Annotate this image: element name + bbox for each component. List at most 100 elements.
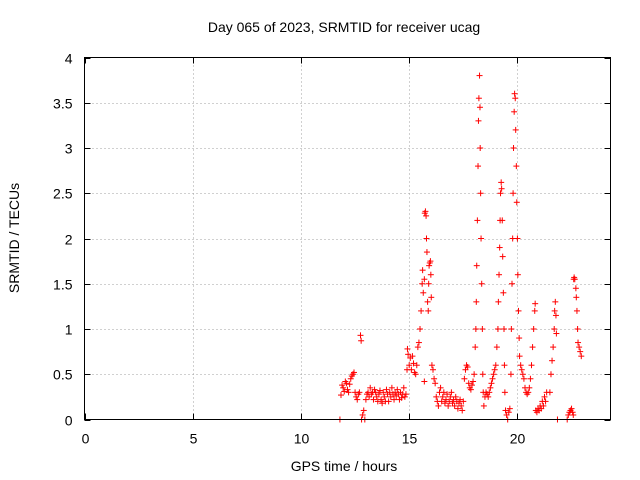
data-point — [391, 396, 398, 403]
data-point — [551, 307, 558, 314]
x-tick-label: 10 — [294, 431, 310, 447]
data-point — [375, 391, 382, 398]
x-axis-label: GPS time / hours — [291, 458, 398, 474]
data-point — [500, 289, 507, 296]
data-point — [445, 402, 452, 409]
data-point — [358, 337, 365, 344]
data-point — [530, 326, 537, 332]
data-point — [426, 262, 433, 269]
y-tick-label: 2 — [65, 232, 73, 248]
data-point — [478, 280, 485, 287]
data-point — [406, 362, 413, 369]
data-point — [525, 389, 532, 396]
data-point — [551, 326, 558, 332]
data-point — [383, 386, 390, 393]
data-point — [419, 267, 426, 274]
data-point — [516, 335, 523, 342]
data-point — [519, 371, 526, 378]
data-point — [485, 393, 492, 400]
data-point — [513, 163, 520, 170]
data-point — [552, 312, 559, 319]
data-point — [578, 353, 585, 360]
data-point — [346, 381, 353, 388]
data-point — [437, 384, 444, 391]
data-point — [527, 375, 534, 382]
data-point — [576, 344, 583, 351]
y-tick-label: 2.5 — [53, 186, 73, 202]
data-point — [452, 393, 459, 400]
data-point — [350, 369, 357, 376]
data-point — [347, 375, 354, 382]
data-point — [514, 271, 521, 278]
data-point — [457, 396, 464, 403]
data-point — [510, 190, 517, 197]
data-point — [468, 382, 475, 389]
data-point — [340, 384, 347, 391]
data-point — [515, 307, 522, 314]
data-point — [472, 344, 479, 351]
data-point — [477, 145, 484, 151]
data-point — [430, 366, 437, 373]
data-point — [550, 344, 557, 351]
data-point — [512, 126, 519, 133]
data-point — [412, 371, 419, 378]
data-point — [473, 298, 480, 305]
data-point — [474, 217, 481, 224]
data-point — [478, 235, 485, 242]
data-point — [374, 398, 381, 405]
data-point — [345, 389, 352, 396]
data-point — [441, 400, 448, 407]
data-point — [502, 407, 509, 414]
data-point — [439, 393, 446, 400]
plot-frame — [84, 57, 611, 420]
data-point — [423, 235, 430, 242]
data-point — [451, 402, 458, 409]
data-point — [575, 339, 582, 346]
data-point — [428, 294, 435, 301]
data-point — [572, 285, 579, 292]
data-point — [388, 384, 395, 391]
data-point — [479, 326, 486, 332]
data-point — [428, 362, 435, 369]
data-point — [401, 393, 408, 400]
data-point — [378, 396, 385, 403]
data-series — [336, 72, 585, 423]
data-point — [356, 389, 363, 396]
chart-title: Day 065 of 2023, SRMTID for receiver uca… — [208, 19, 480, 35]
data-point — [573, 294, 580, 301]
y-tick-label: 0 — [65, 413, 73, 429]
data-point — [413, 362, 420, 369]
data-point — [409, 353, 416, 360]
data-point — [546, 389, 553, 396]
data-point — [432, 380, 439, 387]
data-point — [371, 386, 378, 393]
data-point — [476, 104, 483, 111]
data-point — [380, 389, 387, 396]
data-point — [467, 386, 474, 393]
data-point — [433, 393, 440, 400]
data-point — [417, 326, 424, 332]
data-point — [493, 344, 500, 351]
data-point — [480, 402, 487, 409]
data-point — [547, 371, 554, 378]
data-point — [423, 212, 430, 219]
data-point — [359, 411, 366, 418]
data-point — [376, 387, 383, 394]
data-point — [435, 402, 442, 409]
data-point — [470, 378, 477, 385]
data-point — [431, 375, 438, 382]
data-point — [360, 407, 367, 414]
data-point — [402, 391, 409, 398]
data-point — [509, 280, 516, 287]
data-point — [339, 382, 346, 389]
data-point — [418, 307, 425, 314]
data-point — [344, 386, 351, 393]
data-point — [496, 244, 503, 251]
data-point — [498, 185, 505, 192]
data-point — [472, 326, 479, 332]
y-tick-label: 4 — [65, 51, 73, 67]
data-point — [501, 389, 508, 396]
data-point — [577, 348, 584, 355]
data-point — [459, 407, 466, 414]
